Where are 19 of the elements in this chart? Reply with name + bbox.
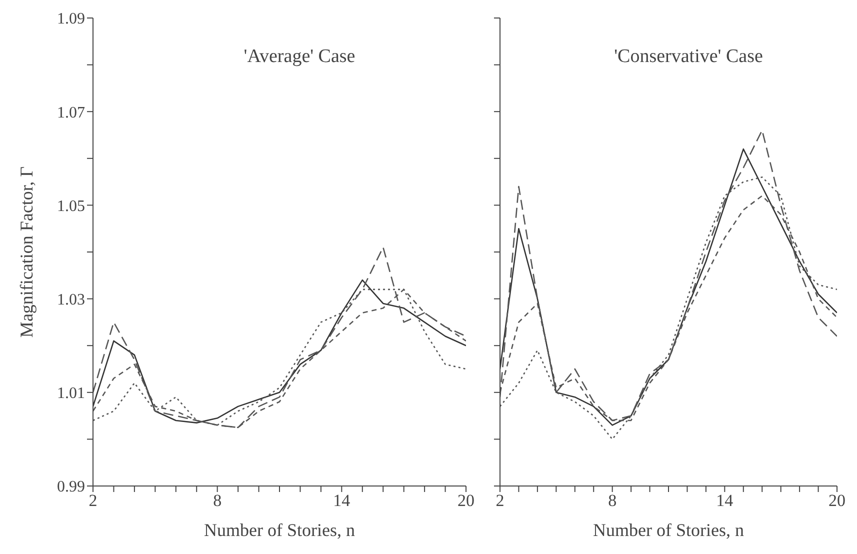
x-tick-label: 14 — [333, 491, 351, 510]
x-tick-label: 8 — [213, 491, 222, 510]
text: 'Average' Case — [242, 46, 356, 68]
x-tick-label: 8 — [608, 491, 617, 510]
x-tick-label: 14 — [716, 491, 734, 510]
x-axis-title: Number of Stories, n — [204, 520, 355, 540]
y-tick-label: 1.01 — [57, 385, 85, 402]
x-tick-label: 20 — [458, 491, 474, 510]
x-tick-label: 2 — [88, 491, 98, 510]
x-tick-label: 20 — [828, 491, 846, 510]
y-tick-label: 1.03 — [57, 291, 85, 308]
y-tick-label: 1.09 — [57, 10, 85, 28]
y-tick-label: 1.07 — [57, 104, 85, 122]
x-axis-title: Number of Stories, n — [593, 520, 744, 540]
y-tick-label: 0.99 — [57, 478, 85, 496]
y-axis-title: Magnification Factor, Γ — [16, 166, 36, 338]
y-tick-label: 1.05 — [57, 198, 85, 215]
x-tick-label: 2 — [496, 491, 504, 510]
text: 'Conservative' Case — [613, 46, 764, 68]
